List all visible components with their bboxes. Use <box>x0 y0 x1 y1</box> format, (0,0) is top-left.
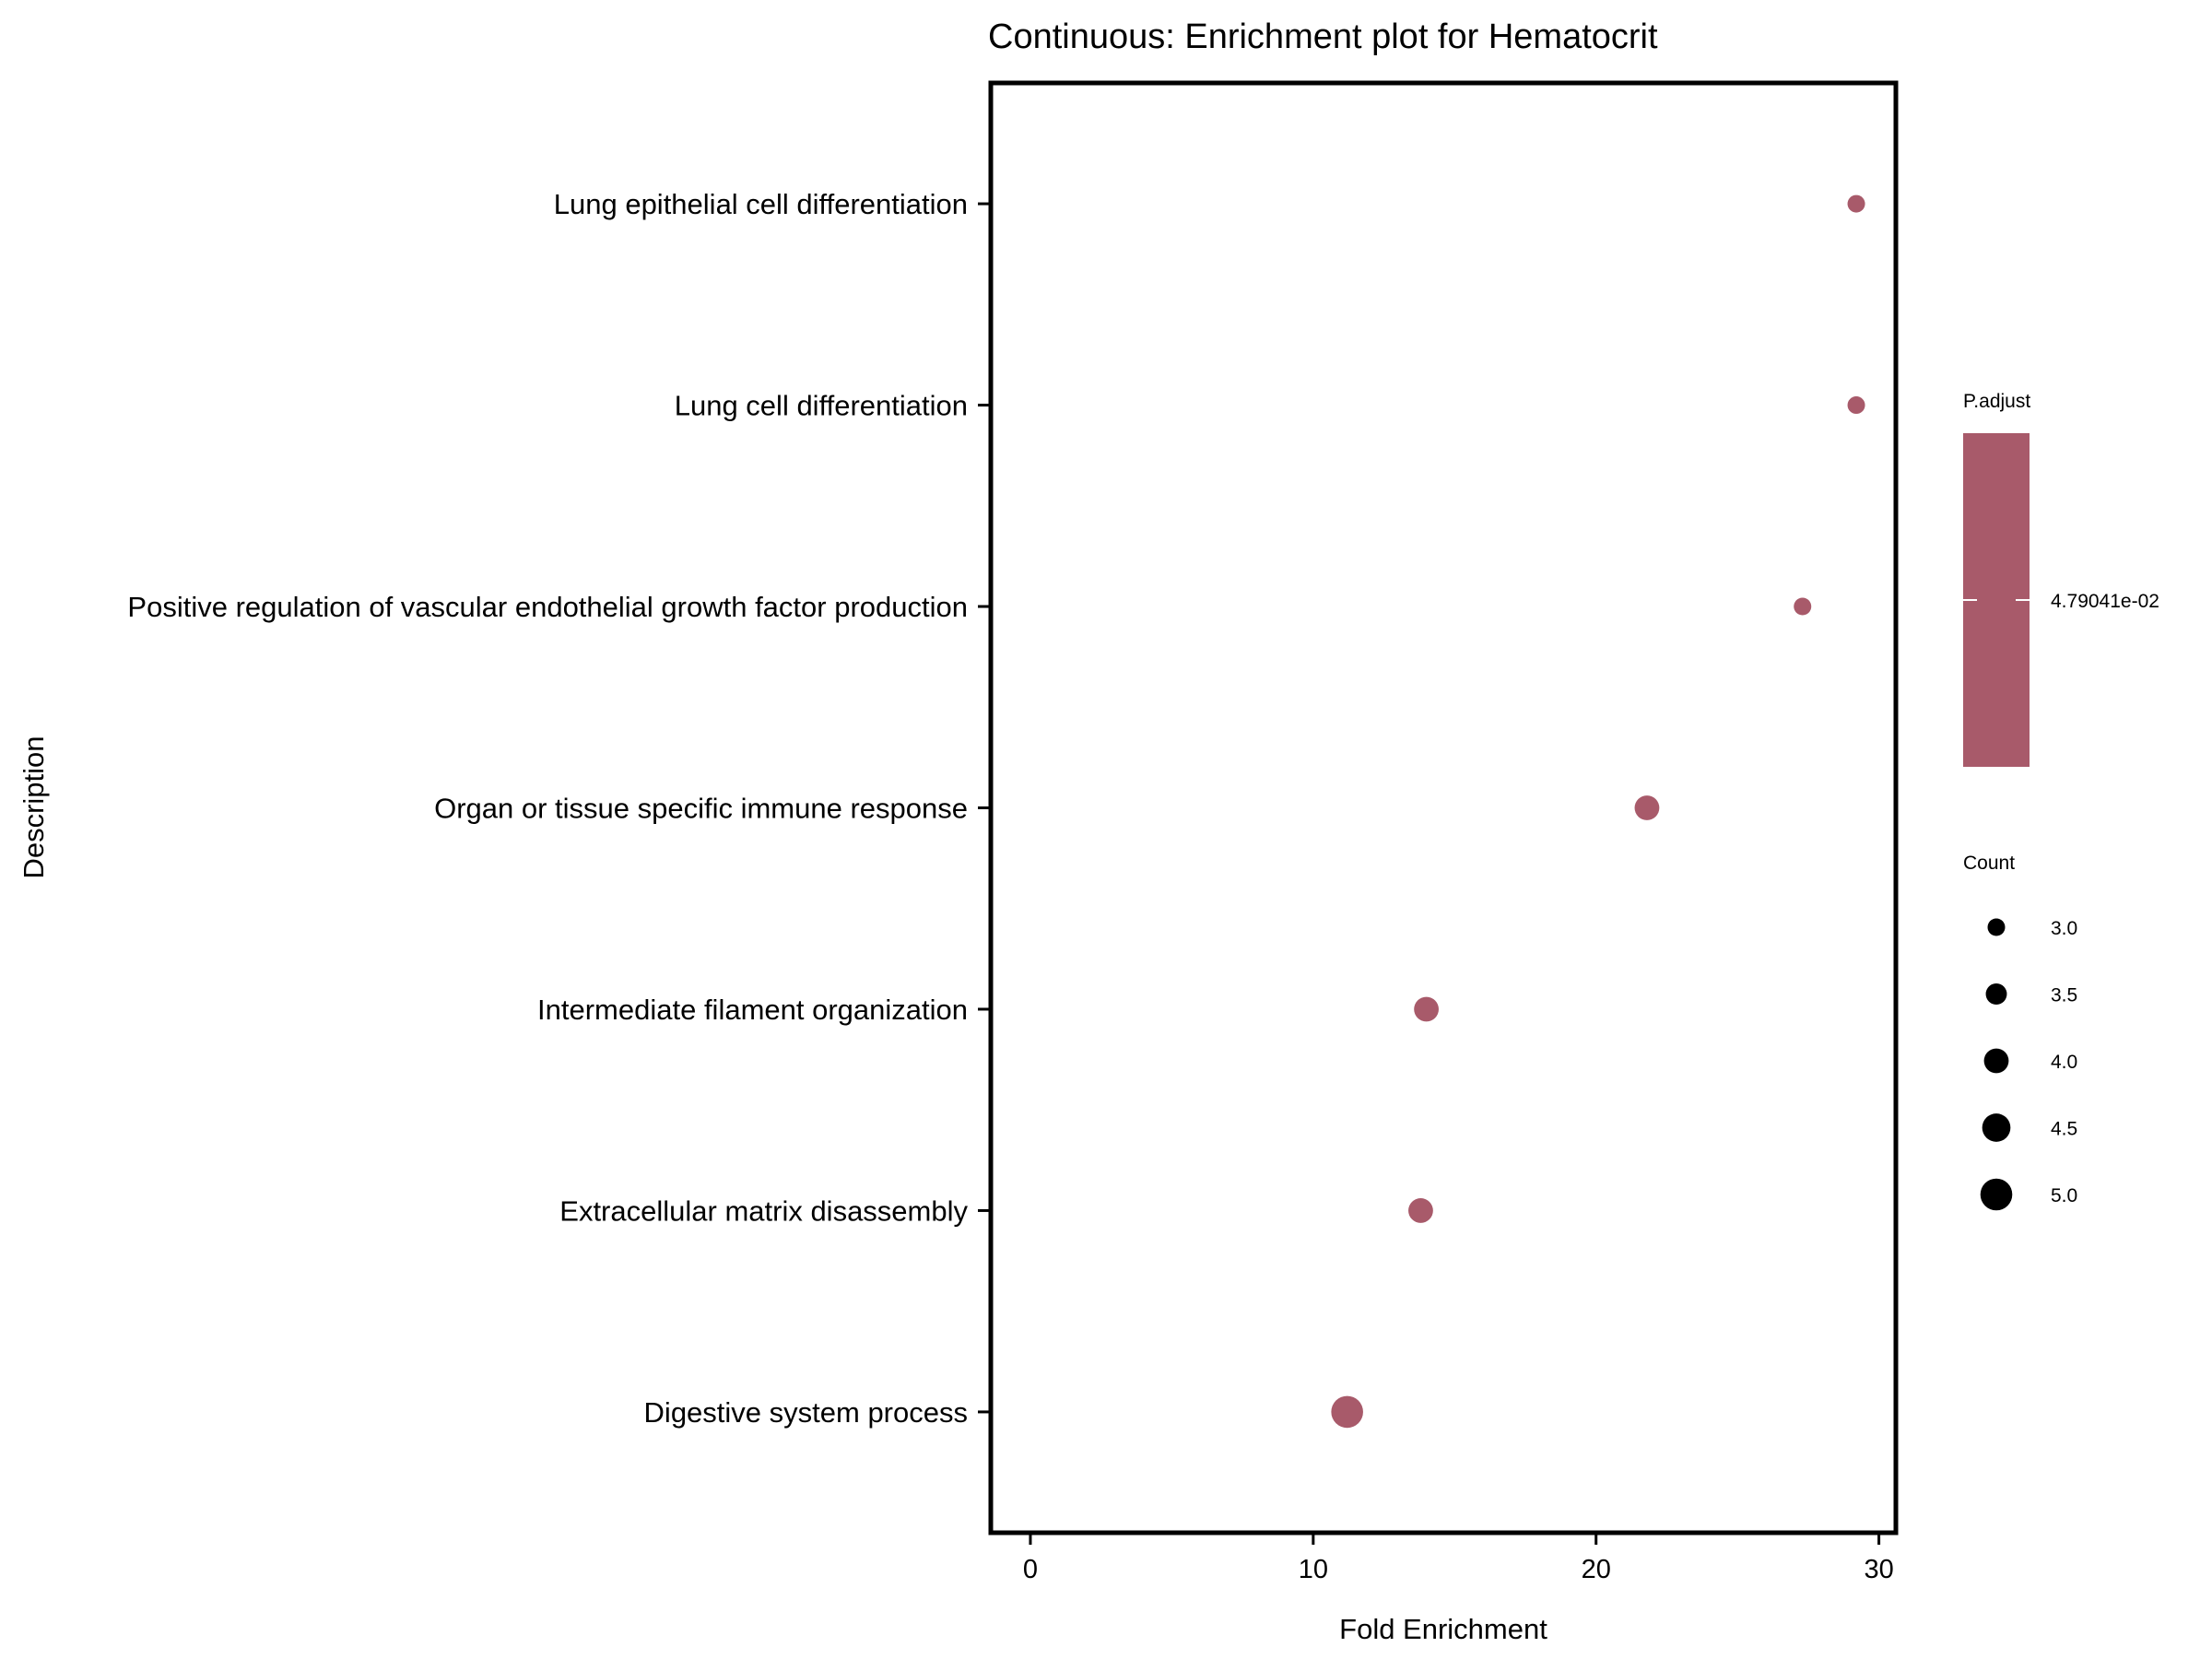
y-tick-label: Organ or tissue specific immune response <box>434 793 968 825</box>
y-axis-title: Description <box>18 735 50 878</box>
data-points <box>1331 194 1865 1429</box>
y-tick-label: Lung cell differentiation <box>675 390 968 422</box>
size-legend-label: 5.0 <box>2051 1185 2077 1206</box>
size-legend-title: Count <box>1963 853 2015 874</box>
size-legend-label: 3.0 <box>2051 918 2077 939</box>
data-point <box>1414 996 1439 1022</box>
x-axis: 0 10 20 30 <box>1023 1533 1894 1584</box>
data-point <box>1331 1395 1363 1429</box>
chart-title: Continuous: Enrichment plot for Hematocr… <box>988 18 1658 56</box>
x-tick-label: 10 <box>1299 1555 1328 1584</box>
data-point <box>1634 795 1660 820</box>
size-legend-label: 3.5 <box>2051 985 2077 1006</box>
color-legend-label: 4.79041e-02 <box>2051 591 2159 612</box>
size-legend-key <box>1983 1048 2009 1074</box>
y-tick-label: Digestive system process <box>644 1396 968 1429</box>
y-tick-label: Positive regulation of vascular endothel… <box>127 591 968 623</box>
plot-panel <box>988 80 1899 1535</box>
y-tick-label: Intermediate filament organization <box>537 994 968 1026</box>
size-legend-label: 4.0 <box>2051 1052 2077 1073</box>
size-legend-key <box>1987 918 2006 936</box>
x-tick-label: 30 <box>1864 1555 1893 1584</box>
color-legend-title: P.adjust <box>1963 391 2030 412</box>
y-axis: Lung epithelial cell differentiation Lung… <box>127 188 991 1429</box>
data-point <box>1794 597 1812 616</box>
data-point <box>1847 194 1865 213</box>
size-legend-key <box>1985 983 2007 1005</box>
size-legend-key <box>1982 1113 2011 1142</box>
data-point <box>1408 1198 1433 1223</box>
x-axis-title: Fold Enrichment <box>1339 1613 1547 1645</box>
size-legend: Count 3.0 3.5 4.0 4.5 5.0 <box>1963 853 2077 1211</box>
x-tick-label: 20 <box>1582 1555 1611 1584</box>
size-legend-key <box>1980 1178 2013 1211</box>
color-legend: P.adjust 4.79041e-02 <box>1963 391 2159 767</box>
size-legend-label: 4.5 <box>2051 1119 2077 1140</box>
data-point <box>1847 396 1865 415</box>
y-tick-label: Lung epithelial cell differentiation <box>554 188 968 220</box>
y-tick-label: Extracellular matrix disassembly <box>559 1194 968 1227</box>
x-tick-label: 0 <box>1023 1555 1038 1584</box>
